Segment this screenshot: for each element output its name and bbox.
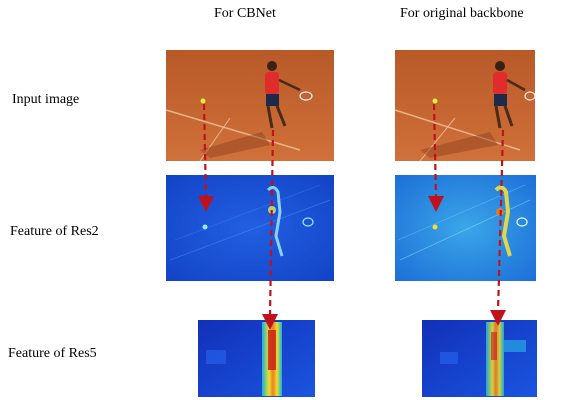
arrow-cbnet-player xyxy=(268,129,275,317)
arrow-cbnet-ball xyxy=(202,103,208,199)
feature-res5-original xyxy=(422,320,537,397)
column-title-original: For original backbone xyxy=(400,6,524,21)
row-label-res5: Feature of Res5 xyxy=(8,346,97,361)
arrowhead-cbnet-ball xyxy=(198,196,214,212)
arrowhead-original-player xyxy=(490,310,506,326)
arrow-original-player xyxy=(496,129,505,313)
feature-res5-cbnet xyxy=(198,320,315,397)
input-image-cbnet xyxy=(165,50,334,162)
arrowhead-original-ball xyxy=(428,196,444,212)
row-label-input: Input image xyxy=(12,92,80,107)
input-image-original xyxy=(394,50,536,162)
arrowhead-cbnet-player xyxy=(262,314,278,330)
feature-res2-original xyxy=(395,175,536,281)
column-title-cbnet: For CBNet xyxy=(214,6,276,21)
row-label-res2: Feature of Res2 xyxy=(10,224,99,239)
feature-res2-cbnet xyxy=(166,175,334,281)
arrow-original-ball xyxy=(432,103,438,199)
